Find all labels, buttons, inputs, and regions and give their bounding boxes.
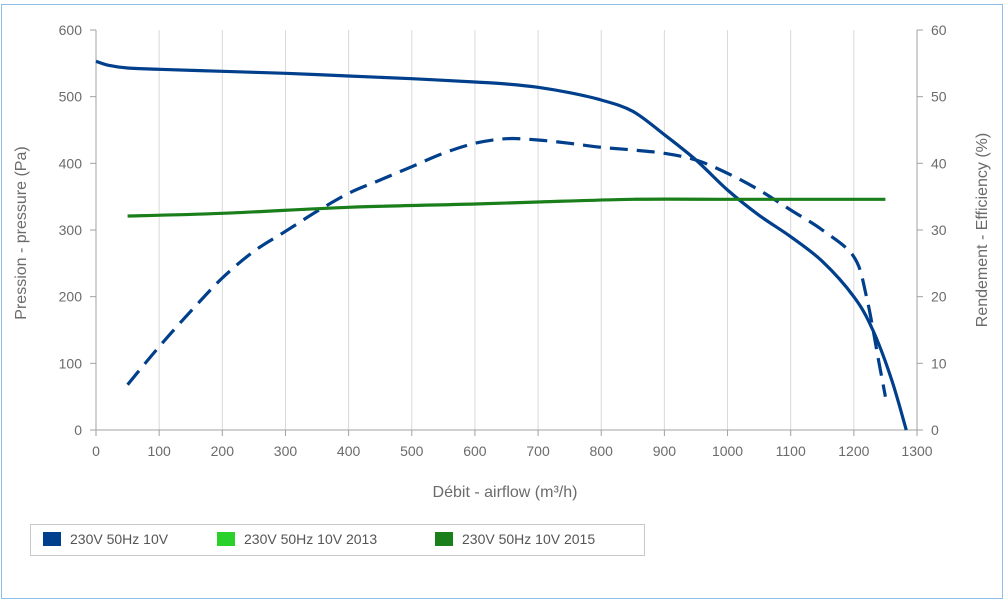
y-tick-label: 0 [74,422,82,438]
axis-layer: 0 100 200 300 400 500 600 700 800 900 1000 1100 1200… [59,22,947,459]
y-tick-label: 200 [59,289,83,305]
legend-label: 230V 50Hz 10V [70,531,169,547]
efficiency-curve-line [126,136,887,397]
x-axis-title: Débit - airflow (m³/h) [433,484,578,501]
x-tick-label: 500 [400,443,424,459]
y-tick-label: 300 [59,222,83,238]
x-tick-label: 1200 [838,443,869,459]
legend-swatch [435,532,453,546]
series-layer [95,59,908,431]
x-tick-label: 100 [147,443,171,459]
x-tick-label: 1100 [776,443,806,459]
chart-frame [1,4,1003,599]
y2-tick-label: 60 [931,22,947,38]
legend-item-10v-2015[interactable]: 230V 50Hz 10V 2015 [435,531,595,547]
y2-tick-label: 30 [931,222,947,238]
y2-tick-label: 0 [931,422,939,438]
y2-axis-title: Rendement - Efficiency (%) [974,133,991,327]
y2-tick-label: 10 [931,355,947,371]
grid-layer [95,30,918,430]
pressure-curve-line [95,59,908,431]
y-tick-label: 100 [59,355,83,371]
legend-swatch [43,532,61,546]
x-tick-label: 700 [526,443,550,459]
legend-swatch [217,532,235,546]
y2-tick-label: 20 [931,289,947,305]
x-tick-label: 900 [653,443,677,459]
y-tick-label: 600 [59,22,83,38]
x-tick-label: 200 [211,443,235,459]
x-tick-label: 0 [92,443,100,459]
y2-tick-label: 40 [931,155,947,171]
y-tick-label: 400 [59,155,83,171]
y-axis-title: Pression - pressure (Pa) [13,146,30,319]
x-tick-label: 300 [274,443,298,459]
y2-tick-label: 50 [931,89,947,105]
legend-item-10v-2013[interactable]: 230V 50Hz 10V 2013 [217,531,377,547]
x-tick-label: 1300 [901,443,932,459]
legend-item-10v[interactable]: 230V 50Hz 10V [43,531,168,547]
efficiency-2015-line [127,197,886,218]
x-tick-label: 1000 [712,443,743,459]
legend-label: 230V 50Hz 10V 2015 [462,531,596,547]
x-tick-label: 400 [337,443,361,459]
legend-label: 230V 50Hz 10V 2013 [244,531,378,547]
x-tick-label: 600 [463,443,487,459]
x-tick-label: 800 [590,443,614,459]
chart-legend: 230V 50Hz 10V 230V 50Hz 10V 2013 230V 50… [30,524,645,556]
y-tick-label: 500 [59,89,83,105]
